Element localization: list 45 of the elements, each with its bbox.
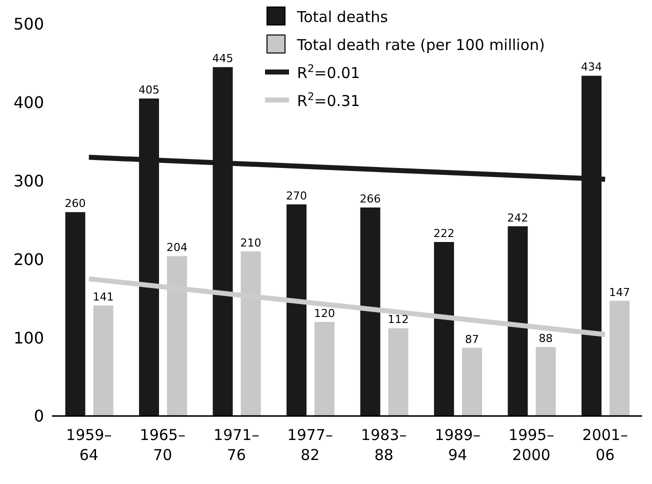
bar [508,226,528,416]
y-tick-label: 0 [34,406,44,426]
data-label: 87 [465,332,480,346]
bar [65,212,86,416]
data-label: 88 [538,332,553,346]
bar [610,300,630,416]
bar [93,305,114,416]
x-tick-label: 2001–06 [582,426,628,464]
data-label: 260 [64,197,86,210]
data-label: 445 [212,52,234,66]
data-label: 204 [166,241,188,254]
bar [434,242,454,416]
data-label: 112 [388,313,409,326]
legend-label: R$^{2}$=0.01 [297,63,360,82]
data-label: 222 [434,226,455,240]
y-tick-label: 100 [13,328,44,348]
data-label: 405 [138,83,160,96]
data-label: 434 [581,60,602,74]
bar [314,322,335,416]
bar [536,347,556,416]
y-tick-label: 400 [13,93,44,112]
legend-label: Total death rate (per 100 million) [296,36,545,54]
x-tick-label: 1971–76 [214,426,260,464]
x-tick-label: 1977–82 [287,426,333,464]
data-label: 210 [240,236,262,250]
bar [286,204,307,416]
y-tick-label: 300 [13,171,44,190]
data-label: 120 [314,306,336,320]
x-tick-label: 1989–94 [434,426,480,464]
x-tick-label: 1959–64 [66,426,112,464]
legend-label: Total deaths [296,8,388,26]
bar [462,348,482,416]
data-label: 270 [286,189,308,202]
data-label: 266 [360,192,381,206]
bar [388,328,408,416]
y-tick-label: 200 [13,250,44,269]
x-tick-label: 1995–2000 [508,426,554,464]
bar [360,207,380,416]
x-tick-label: 1965–70 [140,426,186,464]
x-tick-label: 1983–88 [361,426,407,464]
data-label: 147 [609,286,630,299]
data-label: 242 [507,211,528,224]
y-tick-label: 500 [13,14,44,34]
legend-label: R$^{2}$=0.31 [297,91,360,110]
data-label: 141 [92,290,114,304]
